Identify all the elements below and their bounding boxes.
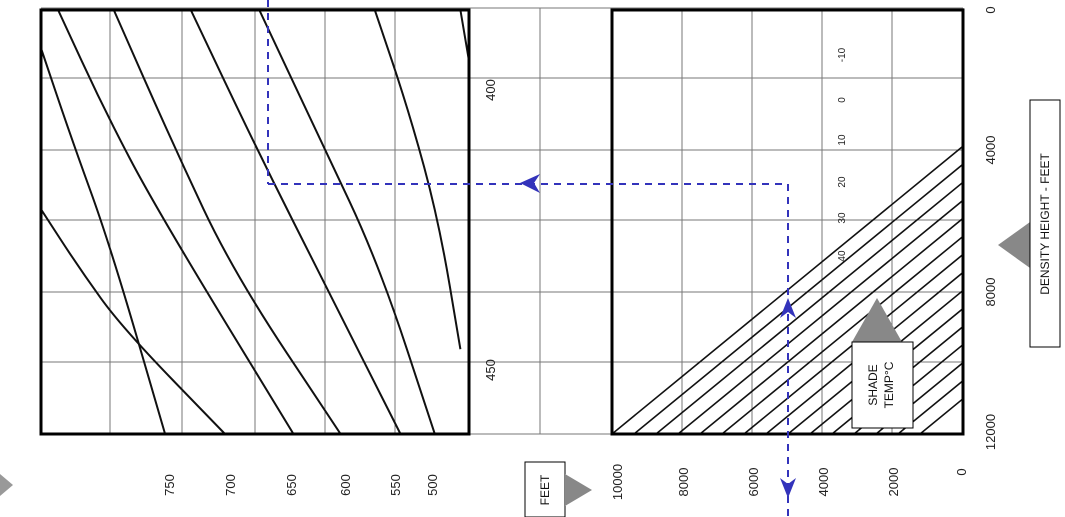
right-panel-line: [655, 181, 963, 434]
right-panel-line: [612, 145, 963, 434]
left-panel-curve: [189, 10, 402, 434]
right-axis-tick-label: 0: [983, 6, 998, 13]
example-path-arrow-down: [780, 478, 796, 498]
density-height-label: DENSITY HEIGHT - FEET: [1038, 153, 1052, 295]
temperature-labels: -10 0 10 20 30 40: [837, 47, 848, 261]
right-panel-line: [677, 199, 963, 434]
temperature-label: 40: [837, 250, 848, 262]
left-panel-curve: [112, 10, 342, 434]
right-panel-line: [699, 217, 963, 434]
feet-pointer-triangle: [565, 474, 592, 506]
right-panel-line: [633, 163, 963, 434]
temperature-label: 0: [837, 97, 848, 103]
right-panel-line: [853, 343, 963, 434]
shade-temp-label-line2: TEMP°C: [882, 361, 896, 408]
example-path-arrow-up: [780, 298, 796, 318]
left-bottom-tick-label: 500: [425, 474, 440, 496]
shade-temp-label-line1: SHADE: [866, 364, 880, 405]
right-bottom-tick-label: 2000: [886, 468, 901, 497]
example-path-arrow-left: [520, 174, 540, 193]
feet-label: FEET: [538, 474, 552, 505]
right-axis-tick-label: 8000: [983, 278, 998, 307]
right-axis-tick-label: 4000: [983, 136, 998, 165]
shade-temp-legend-box: [851, 341, 914, 429]
left-panel-curve: [41, 47, 167, 434]
right-panel-line: [787, 289, 963, 434]
right-bottom-tick-label: 10000: [610, 464, 625, 500]
right-bottom-tick-labels: 10000 8000 6000 4000 2000 0: [610, 464, 969, 500]
density-height-label-box: [1029, 99, 1061, 348]
right-panel-line: [721, 235, 963, 434]
left-pointer-triangle: [0, 474, 13, 496]
right-bottom-tick-label: 8000: [676, 468, 691, 497]
left-panel-curve: [258, 10, 436, 434]
left-bottom-tick-label: 550: [388, 474, 403, 496]
gridlines: [41, 7, 964, 435]
left-panel-curve: [41, 208, 226, 434]
shade-temp-pointer-triangle: [852, 298, 902, 342]
density-height-pointer-triangle: [998, 222, 1030, 268]
right-axis-tick-label: 12000: [983, 414, 998, 450]
right-axis-tick-labels: 0 4000 8000 12000: [983, 6, 998, 450]
left-panel-frame: [39, 8, 471, 436]
left-bottom-tick-label: 700: [223, 474, 238, 496]
left-panel-curve: [57, 10, 295, 434]
right-bottom-tick-label: 6000: [746, 468, 761, 497]
left-bottom-tick-label: 650: [284, 474, 299, 496]
center-tick-label-400: 400: [483, 79, 498, 101]
right-bottom-tick-label: 0: [954, 468, 969, 475]
right-panel-line: [743, 253, 963, 434]
temperature-label: 20: [837, 176, 848, 188]
temperature-label: -10: [837, 47, 848, 62]
left-panel-curves: [41, 10, 469, 434]
right-bottom-tick-label: 4000: [816, 468, 831, 497]
temperature-label: 10: [837, 134, 848, 146]
left-bottom-tick-labels: 750 700 650 600 550 500: [162, 474, 440, 496]
center-tick-label-450: 450: [483, 359, 498, 381]
left-bottom-tick-label: 750: [162, 474, 177, 496]
left-bottom-tick-label: 600: [338, 474, 353, 496]
right-panel-line: [831, 325, 963, 434]
temperature-label: 30: [837, 212, 848, 224]
example-path: [267, 0, 796, 517]
left-panel-curve: [373, 10, 462, 350]
